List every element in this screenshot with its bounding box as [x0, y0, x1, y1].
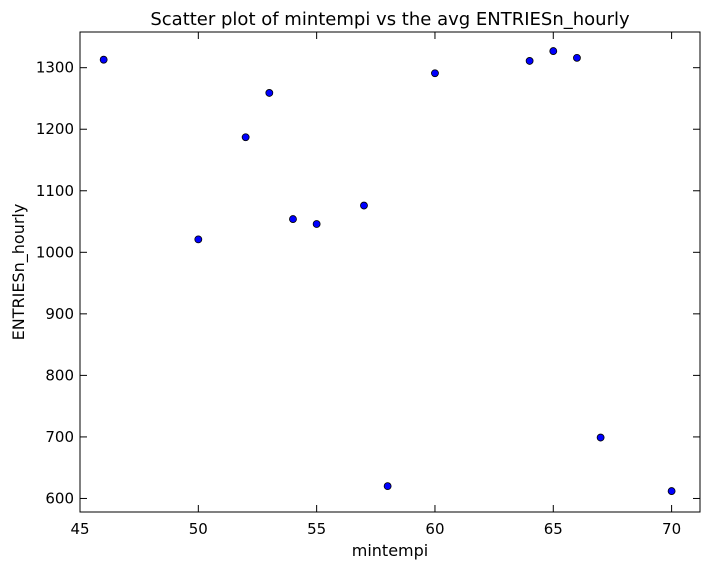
y-tick-label: 700 [45, 428, 74, 446]
plot-area-frame [79, 31, 701, 513]
data-point [431, 69, 439, 78]
data-point [265, 89, 274, 97]
y-tick-label: 1000 [36, 243, 74, 261]
data-points [99, 47, 676, 495]
x-tick-label: 65 [544, 520, 563, 538]
data-point [525, 57, 534, 65]
y-axis-ticks: 600 700 800 900 1000 1100 1200 1300 [36, 59, 700, 507]
data-point [194, 235, 203, 244]
y-tick-label: 1300 [36, 59, 74, 77]
data-point [241, 133, 250, 142]
y-tick-label: 800 [45, 366, 74, 384]
x-axis-ticks: 45 50 55 60 65 70 [70, 32, 681, 538]
y-tick-label: 900 [45, 305, 74, 323]
y-tick-label: 1100 [36, 182, 74, 200]
data-point [360, 201, 368, 210]
x-axis-label: mintempi [352, 541, 428, 560]
y-tick-label: 600 [45, 489, 74, 507]
data-point [289, 215, 297, 223]
y-axis-label: ENTRIESn_hourly [9, 204, 29, 341]
chart-title: Scatter plot of mintempi vs the avg ENTR… [150, 9, 630, 30]
data-point [549, 47, 558, 55]
y-tick-label: 1200 [36, 120, 74, 138]
x-tick-label: 55 [307, 520, 326, 538]
data-point [667, 487, 676, 495]
x-tick-label: 45 [70, 520, 89, 538]
data-point [312, 220, 321, 228]
data-point [573, 53, 581, 62]
x-tick-label: 70 [662, 520, 681, 538]
data-point [383, 482, 392, 491]
data-point [99, 55, 108, 64]
data-point [596, 433, 605, 442]
x-tick-label: 60 [425, 520, 444, 538]
x-tick-label: 50 [189, 520, 208, 538]
